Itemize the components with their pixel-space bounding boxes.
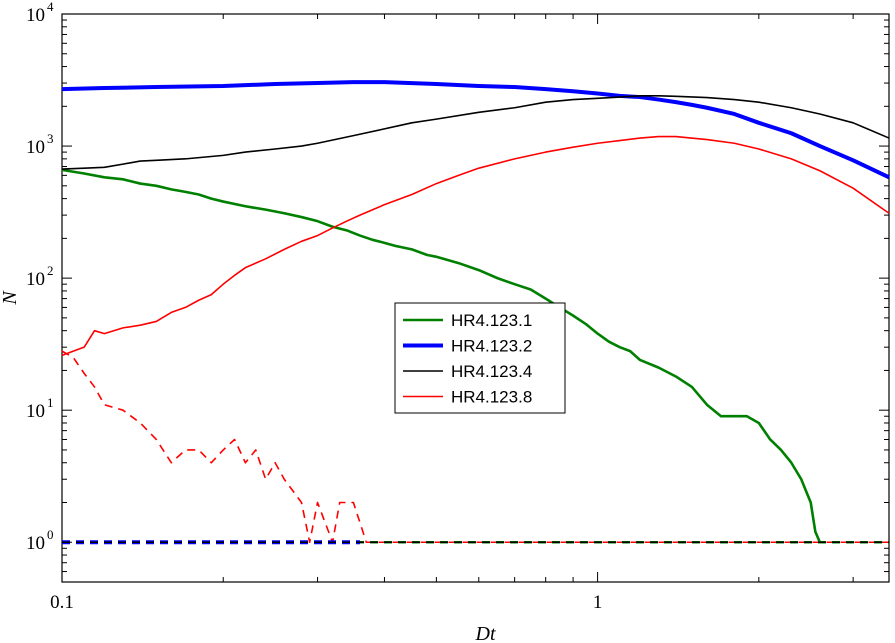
- series-line-HR4.123.1: [61, 168, 822, 543]
- series-line-HR4.123.8: [61, 135, 890, 357]
- y-tick-label: 10: [26, 401, 45, 422]
- y-tick-exponent: 3: [47, 131, 54, 146]
- tick-layer: [61, 13, 889, 583]
- y-tick-label: 10: [26, 137, 45, 158]
- y-tick-label: 10: [26, 269, 45, 290]
- y-tick-exponent: 0: [47, 527, 54, 542]
- x-tick-label: 1: [593, 592, 603, 613]
- legend: HR4.123.1 HR4.123.2 HR4.123.4 HR4.123.8: [394, 302, 566, 414]
- series-line-dashed: [61, 350, 889, 544]
- y-axis-label: N: [0, 290, 21, 306]
- legend-box: [394, 302, 566, 414]
- legend-label: HR4.123.8: [451, 388, 532, 407]
- legend-label: HR4.123.2: [451, 337, 532, 356]
- series-layer: [61, 80, 890, 545]
- y-tick-label: 10: [26, 533, 45, 554]
- y-tick-exponent: 1: [47, 395, 54, 410]
- y-tick-label: 10: [26, 5, 45, 26]
- x-tick-label: 0.1: [50, 592, 74, 613]
- x-axis-label: Dt: [475, 623, 496, 643]
- legend-label: HR4.123.1: [451, 311, 532, 330]
- y-tick-exponent: 4: [47, 0, 54, 14]
- y-tick-exponent: 2: [47, 263, 54, 278]
- series-line-HR4.123.4: [61, 95, 890, 170]
- plot-frame: [61, 13, 890, 583]
- series-line-HR4.123.2: [61, 80, 890, 180]
- legend-label: HR4.123.4: [451, 362, 532, 381]
